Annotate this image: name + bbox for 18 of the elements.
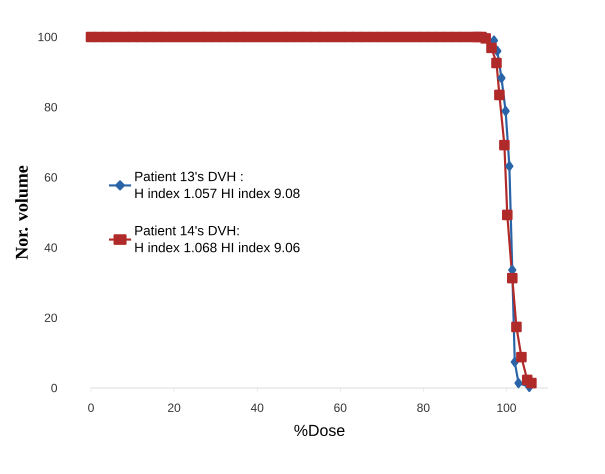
x-tick-label: 20 [168, 404, 180, 412]
x-tick-label: 80 [417, 404, 430, 412]
y-tick-label: 60 [44, 173, 58, 182]
x-tick-label: 100 [497, 404, 516, 412]
x-axis-title: %Dose [294, 424, 344, 436]
y-tick-label: 100 [38, 32, 58, 42]
y-tick-label: 20 [44, 314, 58, 322]
y-tick-label: 40 [44, 243, 58, 252]
x-tick-label: 0 [88, 404, 94, 412]
x-tick-label: 40 [250, 404, 264, 412]
legend-label: Patient 14's DVH: [135, 225, 239, 236]
y-axis-title: Nor. volume [15, 166, 28, 260]
annotation: H index 1.057 HI index 9.08 [135, 188, 300, 198]
y-tick-label: 80 [44, 102, 58, 112]
annotation: H index 1.068 HI index 9.06 [135, 242, 300, 252]
legend-label: Patient 13's DVH : [135, 171, 242, 182]
x-tick-label: 60 [334, 404, 346, 412]
y-tick-label: 0 [51, 384, 58, 392]
